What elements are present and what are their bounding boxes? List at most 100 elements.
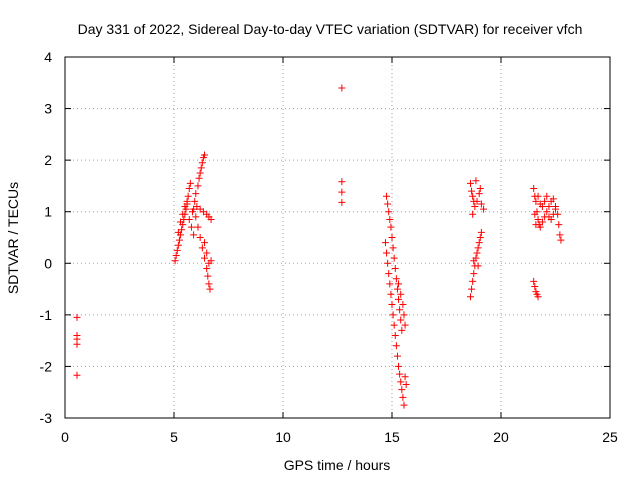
data-point (205, 280, 213, 288)
y-tick-label: 1 (44, 204, 52, 220)
data-point (196, 234, 204, 241)
data-point (384, 259, 392, 267)
data-point (384, 200, 392, 208)
data-point (207, 215, 215, 223)
data-point (388, 301, 396, 309)
y-tick-label: 2 (44, 152, 52, 168)
data-point (397, 290, 405, 298)
data-point (473, 249, 481, 257)
data-point (402, 380, 410, 388)
data-point (185, 185, 193, 193)
data-point (531, 282, 539, 290)
data-point (388, 234, 396, 241)
data-point (396, 306, 404, 314)
data-point (534, 192, 542, 200)
data-point (191, 197, 199, 205)
data-point (475, 239, 483, 247)
data-point (381, 239, 389, 247)
data-point (477, 200, 485, 208)
data-point (73, 340, 81, 348)
data-point (338, 84, 346, 92)
data-point (545, 203, 553, 211)
data-point (549, 195, 557, 203)
data-point (400, 401, 408, 409)
grid (65, 57, 610, 418)
data-point (400, 311, 408, 319)
data-point (390, 254, 398, 262)
data-point (204, 272, 212, 280)
data-point (338, 178, 346, 186)
data-point (338, 198, 346, 206)
y-tick-label: 0 (44, 255, 52, 271)
data-point (387, 290, 395, 298)
data-point (201, 254, 209, 262)
data-point (543, 208, 551, 216)
data-point (186, 179, 194, 187)
data-point (398, 326, 406, 334)
data-point (541, 197, 549, 205)
data-point (538, 203, 546, 211)
data-point (187, 223, 195, 231)
data-point (192, 213, 200, 221)
data-point (172, 252, 180, 260)
data-point (201, 151, 209, 159)
data-point (468, 187, 476, 195)
x-tick-label: 0 (61, 429, 69, 445)
data-point (469, 192, 477, 200)
x-axis-label: GPS time / hours (284, 457, 391, 473)
data-point (397, 378, 405, 386)
data-point (393, 285, 401, 293)
data-point (181, 203, 189, 211)
y-tick-label: 3 (44, 101, 52, 117)
axis-ticks: 0 5 10 15 20 25 -3 -2 -1 0 1 2 3 4 (40, 49, 618, 445)
data-point (549, 210, 557, 218)
data-points (73, 84, 565, 409)
data-point (195, 174, 203, 182)
data-point (385, 270, 393, 278)
data-point (395, 280, 403, 288)
data-point (470, 270, 478, 278)
data-point (206, 285, 214, 293)
data-point (184, 192, 192, 200)
x-tick-label: 25 (602, 429, 618, 445)
data-point (399, 301, 407, 309)
data-point (197, 164, 205, 172)
data-point (469, 277, 477, 285)
data-point (390, 321, 398, 329)
data-point (194, 223, 202, 231)
data-point (73, 313, 81, 321)
data-point (203, 264, 211, 272)
data-point (194, 182, 202, 190)
x-tick-label: 5 (170, 429, 178, 445)
y-tick-label: 4 (44, 49, 52, 65)
data-point (392, 275, 400, 283)
data-point (475, 190, 483, 198)
data-point (480, 205, 488, 213)
x-tick-label: 15 (384, 429, 400, 445)
data-point (392, 342, 400, 350)
data-point (401, 373, 409, 381)
data-point (395, 295, 403, 303)
data-point (552, 205, 559, 213)
data-point (556, 231, 564, 239)
data-point (477, 228, 485, 236)
y-axis-label: SDTVAR / TECUs (5, 182, 21, 294)
data-point (473, 197, 481, 205)
data-point (198, 244, 206, 252)
data-point (399, 393, 407, 401)
data-point (474, 244, 482, 252)
x-tick-label: 20 (493, 429, 509, 445)
data-point (557, 236, 565, 244)
data-point (393, 352, 401, 360)
data-point (196, 169, 204, 177)
data-point (470, 257, 478, 265)
data-point (530, 277, 538, 285)
data-point (338, 188, 346, 196)
y-tick-label: -1 (40, 307, 53, 323)
y-tick-label: -2 (40, 358, 53, 374)
data-point (171, 257, 179, 265)
data-point (177, 218, 185, 226)
y-tick-label: -3 (40, 410, 53, 426)
data-point (397, 316, 405, 324)
